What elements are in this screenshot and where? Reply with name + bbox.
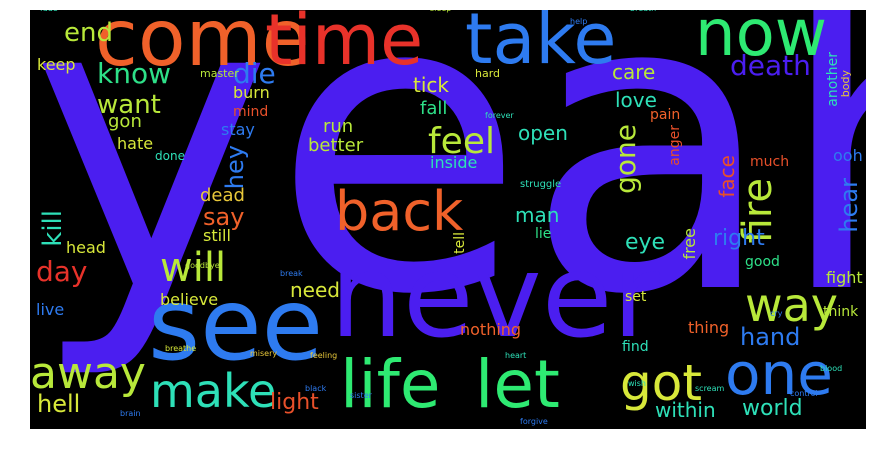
word-find: find <box>622 339 649 355</box>
word-fall: fall <box>420 98 448 119</box>
word-black: black <box>305 384 327 393</box>
word-brain: brain <box>120 409 141 418</box>
word-one: one <box>725 340 833 408</box>
word-let: let <box>475 346 560 423</box>
word-control: control <box>790 389 818 398</box>
word-burn: burn <box>233 83 270 102</box>
word-scream: scream <box>695 384 725 393</box>
word-hear: hear <box>835 178 863 233</box>
word-away: away <box>30 348 146 399</box>
word-set: set <box>625 289 647 305</box>
word-need: need <box>290 278 340 302</box>
word-nothing: nothing <box>460 320 522 339</box>
word-heart: heart <box>505 351 527 360</box>
word-kill: kill <box>38 210 68 247</box>
word-death: death <box>730 49 811 82</box>
word-will: will <box>160 245 227 291</box>
word-feeling: feeling <box>310 351 338 360</box>
word-care: care <box>612 60 656 84</box>
word-hate: hate <box>117 134 154 153</box>
word-open: open <box>518 121 568 145</box>
word-ooh: ooh <box>833 146 863 165</box>
word-stay: stay <box>221 120 255 139</box>
word-think: think <box>823 304 859 320</box>
word-know: know <box>97 57 171 90</box>
word-struggle: struggle <box>520 179 562 190</box>
word-come: come <box>95 10 310 84</box>
word-body: body <box>839 70 852 98</box>
word-lie: lie <box>535 226 552 242</box>
word-still: still <box>203 226 231 245</box>
word-eye: eye <box>625 230 666 255</box>
word-take: take <box>465 10 617 80</box>
word-keep: keep <box>37 55 76 74</box>
word-life: life <box>340 346 441 423</box>
word-much: much <box>750 154 790 170</box>
word-way: way <box>745 278 839 332</box>
word-anger: anger <box>667 125 683 166</box>
word-believe: believe <box>160 290 219 309</box>
word-fight: fight <box>826 268 863 287</box>
word-within: within <box>655 398 716 422</box>
word-goodbye: goodbye <box>185 261 220 270</box>
word-live: live <box>36 300 65 319</box>
word-mind: mind <box>233 104 269 120</box>
word-love: love <box>615 88 657 112</box>
word-make: make <box>150 364 277 418</box>
word-time: time <box>265 10 424 81</box>
word-better: better <box>308 135 364 156</box>
word-misery: misery <box>250 349 278 358</box>
word-see: see <box>148 266 324 383</box>
word-run: run <box>323 116 354 137</box>
word-done: done <box>155 149 185 163</box>
word-light: light <box>270 390 319 415</box>
word-feel: feel <box>428 121 495 162</box>
word-break: break <box>280 269 303 278</box>
word-wish: wish <box>628 379 647 388</box>
word-world: world <box>742 396 803 421</box>
word-got: got <box>620 354 702 412</box>
word-thing: thing <box>688 318 730 337</box>
word-back: back <box>335 180 464 243</box>
word-fade: fade <box>40 10 58 13</box>
word-day: day <box>36 255 88 288</box>
word-forever: forever <box>485 111 514 120</box>
word-breathe: breathe <box>165 344 197 353</box>
word-help: help <box>570 17 588 26</box>
word-want: want <box>97 90 161 120</box>
word-good: good <box>745 254 780 270</box>
word-free: free <box>680 228 699 260</box>
word-head: head <box>66 238 106 257</box>
word-blood: blood <box>820 364 843 373</box>
word-master: master <box>200 67 239 80</box>
word-hell: hell <box>37 390 81 418</box>
word-gon: gon <box>108 111 142 132</box>
word-face: face <box>715 155 739 198</box>
word-hand: hand <box>740 323 801 351</box>
word-breath: breath <box>630 10 656 13</box>
word-sleep: sleep <box>430 10 451 13</box>
word-dead: dead <box>200 185 245 206</box>
word-tick: tick <box>413 73 449 97</box>
word-die: die <box>233 57 276 90</box>
word-cry: cry <box>770 309 783 318</box>
word-sister: sister <box>350 391 372 400</box>
word-gone: gone <box>609 124 642 194</box>
word-right: right <box>713 226 765 251</box>
word-now: now <box>695 10 828 71</box>
word-another: another <box>825 52 841 107</box>
word-inside: inside <box>430 153 478 172</box>
word-never: never <box>330 230 660 364</box>
word-tell: tell <box>452 232 468 254</box>
word-say: say <box>203 203 245 231</box>
word-yeah: yeah <box>30 10 866 384</box>
word-hey: hey <box>221 145 249 190</box>
word-pain: pain <box>650 107 681 123</box>
word-forgive: forgive <box>520 417 548 426</box>
word-man: man <box>515 203 560 227</box>
word-end: end <box>64 18 113 48</box>
word-hard: hard <box>475 67 501 80</box>
